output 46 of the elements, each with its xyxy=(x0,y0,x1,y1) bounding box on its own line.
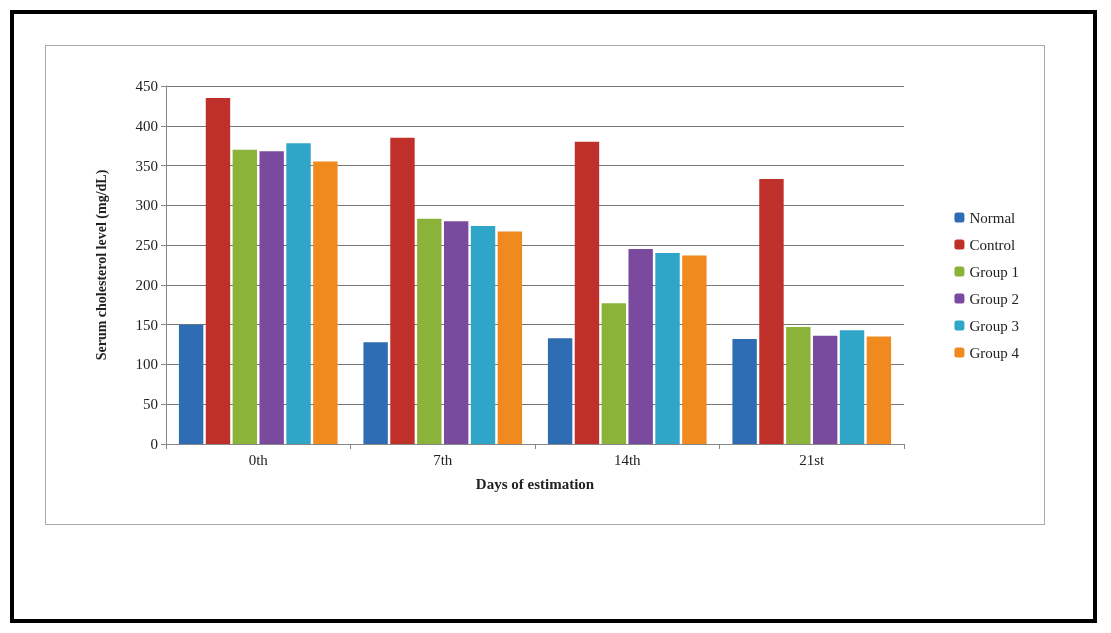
legend-label: Group 2 xyxy=(969,290,1019,307)
bar xyxy=(866,336,892,444)
bar xyxy=(470,226,496,444)
legend-label: Group 4 xyxy=(969,344,1020,361)
y-axis-title: Serum cholesterol level (mg/dL) xyxy=(93,169,110,361)
x-tick-label: 14th xyxy=(613,451,642,468)
y-tick-label: 300 xyxy=(135,197,158,214)
bar xyxy=(682,255,707,444)
y-tick-label: 100 xyxy=(135,356,158,373)
bar xyxy=(232,149,258,444)
x-tick-label: 0th xyxy=(248,451,269,468)
bar xyxy=(497,231,523,444)
bar xyxy=(363,342,388,444)
y-tick-label: 350 xyxy=(135,157,158,174)
y-tick-label: 250 xyxy=(135,237,158,254)
legend-label: Control xyxy=(969,236,1016,253)
y-tick-label: 50 xyxy=(143,396,158,413)
x-tick-label: 21st xyxy=(799,451,826,468)
bar xyxy=(655,253,680,444)
bar xyxy=(759,179,784,444)
bar xyxy=(286,143,311,444)
bar xyxy=(205,97,231,444)
legend-label: Group 1 xyxy=(969,263,1019,280)
bar xyxy=(178,324,204,444)
bar xyxy=(390,137,415,444)
legend-label: Normal xyxy=(969,209,1016,226)
bar xyxy=(574,141,600,444)
y-tick-label: 200 xyxy=(135,276,158,293)
y-tick-label: 400 xyxy=(135,117,158,134)
x-axis-title: Days of estimation xyxy=(475,475,595,492)
bar xyxy=(839,330,865,444)
bar xyxy=(313,161,338,444)
bar xyxy=(547,338,573,444)
bar xyxy=(732,338,757,444)
bar xyxy=(417,218,442,444)
legend-label: Group 3 xyxy=(969,317,1019,334)
y-tick-label: 450 xyxy=(135,78,158,94)
bar xyxy=(443,221,469,444)
x-tick-label: 7th xyxy=(433,451,453,468)
y-tick-label: 150 xyxy=(135,316,158,333)
y-tick-label: 0 xyxy=(150,436,158,452)
bar xyxy=(628,249,653,444)
bar xyxy=(786,327,811,444)
bar xyxy=(601,303,627,444)
bar xyxy=(259,151,284,444)
bar xyxy=(812,335,838,444)
